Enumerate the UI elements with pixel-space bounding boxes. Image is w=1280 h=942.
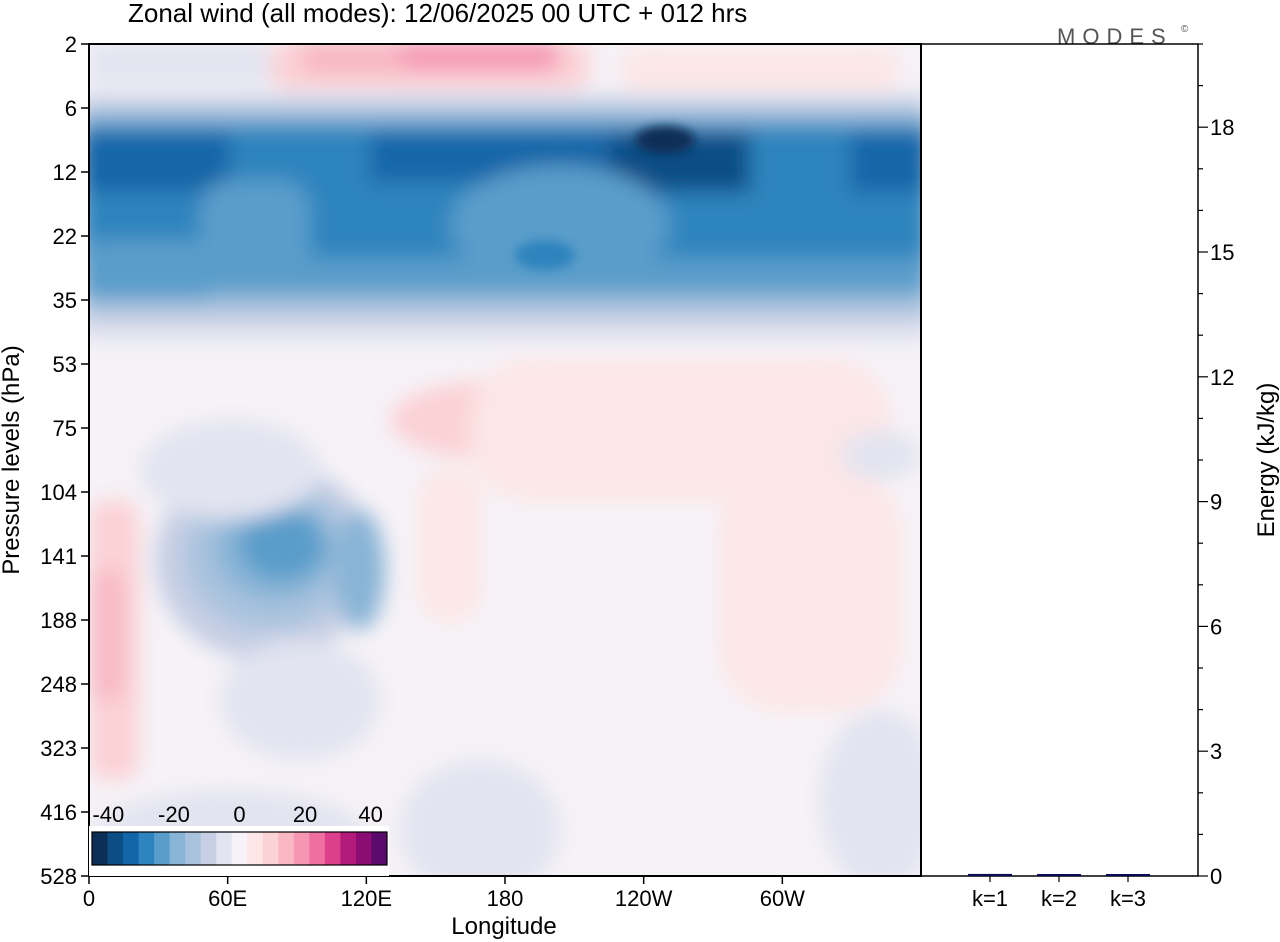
x-tick-label: 0 <box>83 886 95 911</box>
colorbar-swatch <box>355 832 372 865</box>
colorbar-swatch <box>293 832 310 865</box>
y-tick-label: 2 <box>65 32 77 57</box>
bar-panel-frame <box>920 43 1199 877</box>
energy-cat-label: k=1 <box>972 886 1008 911</box>
colorbar-swatch <box>278 832 295 865</box>
colorbar-swatch <box>169 832 186 865</box>
x-tick-label: 120W <box>615 886 673 911</box>
colorbar-tick-label: -40 <box>92 802 124 827</box>
y-axis-ticks: 2 6 12 22 35 53 75 104 141 188 248 323 416 528 <box>40 32 89 889</box>
energy-bar <box>968 873 1012 876</box>
colorbar-tick-label: 20 <box>293 802 317 827</box>
energy-axis-label: Energy (kJ/kg) <box>1253 383 1280 538</box>
colorbar-swatch <box>154 832 171 865</box>
energy-bars: k=1 k=2 k=3 <box>968 873 1150 911</box>
colorbar-swatch <box>92 832 109 865</box>
energy-cat-label: k=2 <box>1041 886 1077 911</box>
energy-tick-label: 0 <box>1210 864 1222 889</box>
colorbar-swatch <box>231 832 248 865</box>
energy-tick-label: 12 <box>1210 365 1234 390</box>
x-tick-label: 120E <box>341 886 392 911</box>
x-tick-label: 180 <box>487 886 524 911</box>
energy-bar <box>1106 874 1150 876</box>
energy-cat-label: k=3 <box>1110 886 1146 911</box>
energy-tick-label: 3 <box>1210 739 1222 764</box>
heatmap-field <box>89 44 921 876</box>
colorbar: -40 -20 0 20 40 <box>89 802 389 876</box>
modes-logo: MODES <box>1057 24 1173 49</box>
y-tick-label: 323 <box>40 736 77 761</box>
y-tick-label: 6 <box>65 96 77 121</box>
y-tick-label: 528 <box>40 864 77 889</box>
x-axis-label: Longitude <box>451 913 556 940</box>
x-tick-label: 60E <box>208 886 247 911</box>
colorbar-swatch <box>309 832 326 865</box>
colorbar-swatch <box>371 832 388 865</box>
y-tick-label: 22 <box>53 224 77 249</box>
colorbar-swatch <box>247 832 264 865</box>
y-tick-label: 104 <box>40 480 77 505</box>
y-tick-label: 75 <box>53 416 77 441</box>
x-tick-label: 60W <box>760 886 805 911</box>
energy-tick-label: 9 <box>1210 490 1222 515</box>
y-tick-label: 53 <box>53 352 77 377</box>
y-tick-label: 35 <box>53 288 77 313</box>
colorbar-swatch <box>216 832 233 865</box>
colorbar-swatch <box>123 832 140 865</box>
y-tick-label: 248 <box>40 672 77 697</box>
energy-tick-label: 18 <box>1210 115 1234 140</box>
y-tick-label: 416 <box>40 800 77 825</box>
colorbar-tick-label: -20 <box>158 802 190 827</box>
energy-bar <box>1037 874 1081 876</box>
colorbar-swatch <box>262 832 279 865</box>
x-axis-ticks: 0 60E 120E 180 120W 60W <box>83 876 805 911</box>
colorbar-tick-label: 40 <box>358 802 382 827</box>
colorbar-tick-label: 0 <box>233 802 245 827</box>
modes-logo-mark: © <box>1181 24 1189 35</box>
colorbar-swatch <box>138 832 155 865</box>
energy-tick-label: 6 <box>1210 614 1222 639</box>
y-axis-label: Pressure levels (hPa) <box>0 345 25 574</box>
y-tick-label: 12 <box>53 160 77 185</box>
colorbar-swatch <box>324 832 341 865</box>
energy-axis-ticks: 0 3 6 9 12 15 18 <box>1198 43 1234 889</box>
colorbar-swatch <box>200 832 217 865</box>
colorbar-swatch <box>185 832 202 865</box>
chart-title: Zonal wind (all modes): 12/06/2025 00 UT… <box>128 0 747 28</box>
y-tick-label: 141 <box>40 544 77 569</box>
energy-tick-label: 15 <box>1210 240 1234 265</box>
colorbar-swatch <box>107 832 124 865</box>
y-tick-label: 188 <box>40 608 77 633</box>
colorbar-swatch <box>340 832 357 865</box>
